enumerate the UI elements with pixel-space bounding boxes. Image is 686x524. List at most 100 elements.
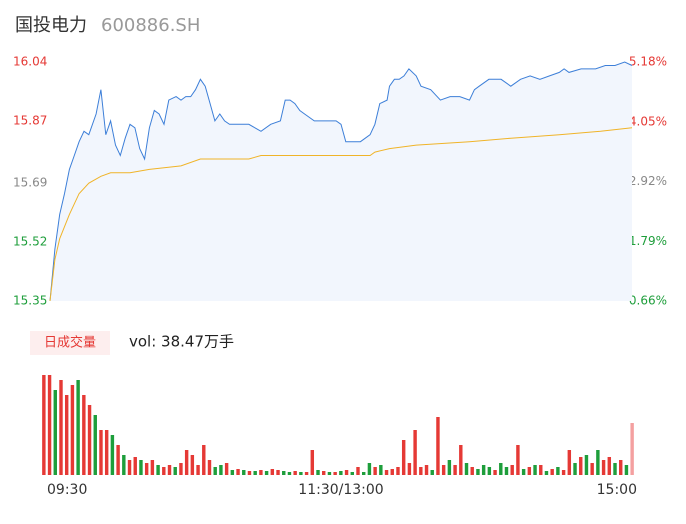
volume-bar xyxy=(179,463,183,475)
volume-bar xyxy=(619,460,623,475)
volume-bar xyxy=(584,455,589,475)
volume-bar xyxy=(596,450,600,475)
volume-bar xyxy=(247,471,252,475)
volume-bar xyxy=(122,455,126,475)
volume-bar xyxy=(453,465,457,475)
volume-bar xyxy=(361,472,366,475)
volume-bar xyxy=(459,445,463,475)
volume-bar xyxy=(447,460,452,475)
volume-bar xyxy=(270,469,275,475)
volume-bar xyxy=(264,471,269,475)
y-tick-label: 15.69 xyxy=(13,176,47,190)
y-tick-label: 15.35 xyxy=(13,294,47,308)
volume-bar xyxy=(567,450,572,475)
volume-bar xyxy=(401,440,406,475)
volume-bar xyxy=(207,460,212,475)
volume-bar xyxy=(384,470,389,475)
volume-bar xyxy=(579,457,583,475)
line xyxy=(49,127,633,302)
volume-bar xyxy=(630,423,634,475)
line xyxy=(49,61,633,302)
volume-bar xyxy=(87,405,92,475)
volume-bar xyxy=(93,415,97,475)
volume-bar xyxy=(299,472,303,475)
volume-bar xyxy=(573,463,577,475)
y-tick-label: 15.52 xyxy=(13,235,47,249)
volume-bar xyxy=(224,463,229,475)
volume-bar xyxy=(350,472,354,475)
volume-bar xyxy=(561,470,566,475)
y2-tick-label: 4.05% xyxy=(629,114,667,128)
volume-bar xyxy=(47,375,52,475)
volume-bar xyxy=(436,417,440,475)
volume-bar xyxy=(504,467,509,475)
volume-bar xyxy=(396,467,400,475)
volume-bar xyxy=(127,460,132,475)
volume-bar xyxy=(42,375,46,475)
volume-bar xyxy=(104,430,109,475)
volume-bar xyxy=(310,450,315,475)
volume-bar xyxy=(556,467,560,475)
y-tick-label: 15.87 xyxy=(13,113,47,127)
volume-tag-box xyxy=(30,331,110,355)
y2-tick-label: 1.79% xyxy=(629,234,667,248)
volume-bar xyxy=(430,470,434,475)
volume-bar xyxy=(499,463,503,475)
volume-bar xyxy=(367,463,372,475)
x-tick-label: 09:30 xyxy=(47,482,87,498)
volume-title: 日成交量 xyxy=(44,335,96,351)
volume-bar xyxy=(167,465,172,475)
volume-bar xyxy=(150,460,155,475)
volume-bar xyxy=(533,465,537,475)
y2-tick-label: 5.18% xyxy=(629,55,667,69)
volume-bar xyxy=(481,465,486,475)
volume-bar xyxy=(236,469,240,475)
x-tick-label: 11:30/13:00 xyxy=(298,482,383,498)
volume-bar xyxy=(322,471,326,475)
volume-bar xyxy=(356,467,360,475)
volume-bar xyxy=(230,470,235,475)
volume-bar xyxy=(607,457,612,475)
volume-bar xyxy=(493,470,497,475)
volume-bar xyxy=(527,467,532,475)
y2-tick-label: 0.66% xyxy=(629,294,667,308)
volume-bar xyxy=(487,467,492,475)
volume-annotation: vol: 38.47万手 xyxy=(129,333,234,351)
volume-bar xyxy=(521,469,526,475)
volume-bar xyxy=(441,465,446,475)
x-tick-label: 15:00 xyxy=(597,482,637,498)
chart-title: 国投电力 xyxy=(15,15,87,36)
volume-bar xyxy=(544,471,549,475)
volume-bar xyxy=(476,469,480,475)
volume-bar xyxy=(259,470,263,475)
volume-bar xyxy=(59,380,63,475)
volume-bar xyxy=(590,463,594,475)
volume-bar xyxy=(139,460,143,475)
volume-bar xyxy=(613,463,617,475)
volume-bar xyxy=(242,470,246,475)
volume-bar xyxy=(293,471,297,475)
volume-bar xyxy=(316,470,320,475)
volume-bar xyxy=(373,467,377,475)
volume-bar xyxy=(470,467,474,475)
volume-bar xyxy=(424,465,429,475)
volume-bar xyxy=(173,467,177,475)
volume-bar xyxy=(116,445,120,475)
volume-bar xyxy=(413,430,417,475)
volume-bar xyxy=(162,467,166,475)
volume-bar xyxy=(287,472,292,475)
volume-bar xyxy=(601,460,606,475)
volume-bar xyxy=(64,395,69,475)
volume-bar xyxy=(196,465,200,475)
volume-bar xyxy=(53,390,57,475)
volume-bar xyxy=(327,472,332,475)
volume-bar xyxy=(539,465,543,475)
volume-bar xyxy=(144,463,149,475)
volume-bar xyxy=(333,472,337,475)
volume-bar xyxy=(70,385,75,475)
volume-bar xyxy=(202,445,206,475)
volume-bar xyxy=(219,465,223,475)
y-tick-label: 16.04 xyxy=(13,55,47,69)
volume-bar xyxy=(133,457,137,475)
volume-bar xyxy=(624,465,629,475)
